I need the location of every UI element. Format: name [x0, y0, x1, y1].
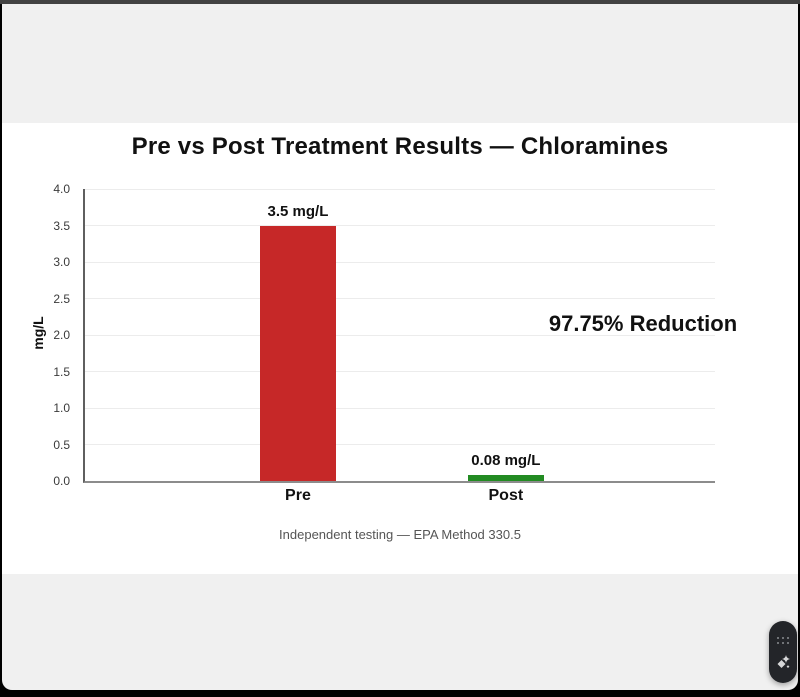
bar-pre	[259, 225, 336, 481]
y-tick-label: 1.5	[53, 364, 70, 379]
gridline	[85, 298, 715, 299]
y-tick-label: 0.0	[53, 474, 70, 488]
x-category-label: Post	[488, 487, 524, 504]
chart-title: Pre vs Post Treatment Results — Chlorami…	[131, 133, 669, 160]
gridline	[85, 261, 715, 263]
reduction-annotation: 97.75% Reduction	[548, 311, 738, 336]
chart-caption: Independent testing — EPA Method 330.5	[279, 527, 521, 542]
gridline	[85, 334, 715, 336]
y-tick-label: 4.0	[53, 182, 70, 196]
gridline	[85, 225, 715, 226]
floating-assistant-widget[interactable]	[769, 621, 797, 683]
plot-area: 0.0 0.5 1.0 1.5 2.0 2.5 3.0 3.5 4.0 3.5 mg/L Pre 0.…	[53, 182, 715, 504]
x-category-label: Pre	[285, 487, 311, 504]
y-tick-label: 2.0	[53, 328, 70, 342]
chart-canvas: Pre vs Post Treatment Results — Chlorami…	[2, 123, 798, 574]
gridline	[85, 407, 715, 409]
gridline	[85, 371, 715, 372]
y-tick-label: 3.5	[53, 218, 70, 233]
sparkles-icon	[775, 654, 791, 675]
y-tick-label: 3.0	[53, 255, 70, 269]
gridline	[85, 188, 715, 190]
bar-value-label: 0.08 mg/L	[471, 452, 541, 470]
y-tick-label: 2.5	[53, 291, 70, 306]
drag-dots-icon	[777, 637, 789, 644]
window-top-edge	[0, 0, 800, 4]
y-tick-label: 1.0	[53, 401, 70, 415]
bar-value-label: 3.5 mg/L	[267, 202, 329, 220]
y-tick-label: 0.5	[53, 437, 70, 452]
gridline	[85, 444, 715, 445]
bar-post	[467, 475, 544, 481]
page: Pre vs Post Treatment Results — Chlorami…	[2, 4, 798, 690]
